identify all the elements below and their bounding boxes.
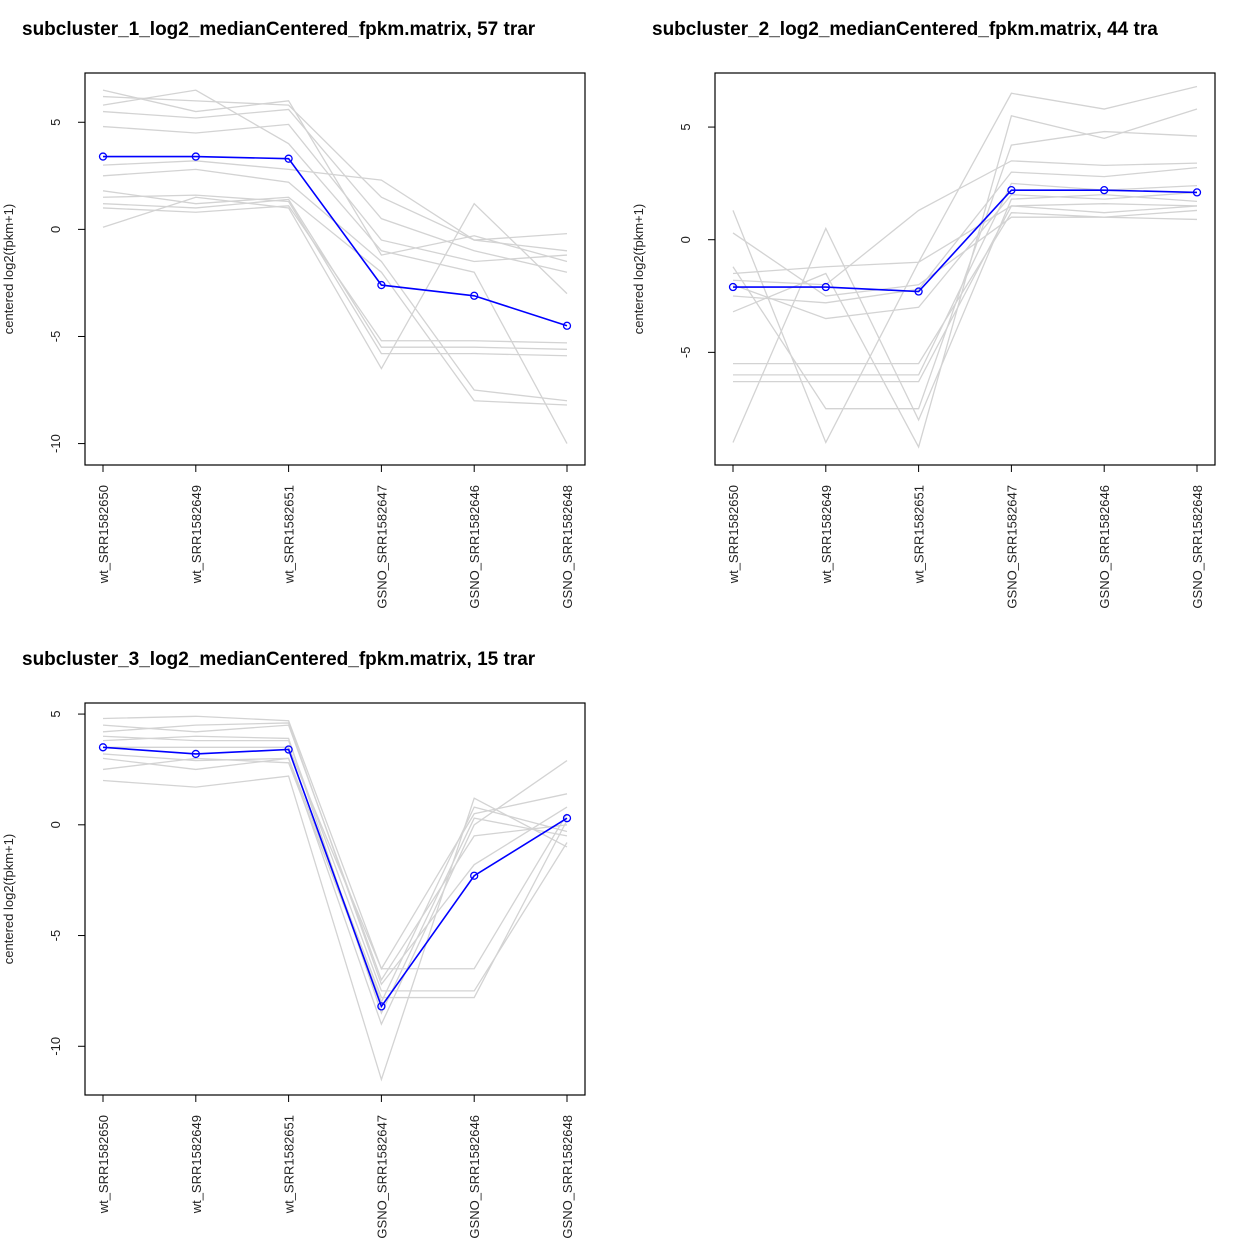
chart-title: subcluster_2_log2_medianCentered_fpkm.ma…	[652, 19, 1158, 40]
series-line	[102, 123, 568, 263]
series-line	[732, 194, 1198, 443]
x-tick-label: GSNO_SRR1582647	[1004, 485, 1019, 609]
series-line	[102, 735, 568, 992]
point	[470, 291, 479, 300]
y-axis-label: centered log2(fpkm+1)	[1, 834, 16, 964]
series-line	[732, 205, 1198, 275]
chart-title: subcluster_3_log2_medianCentered_fpkm.ma…	[22, 649, 536, 670]
y-tick-label: -5	[48, 930, 63, 942]
point	[377, 1002, 386, 1011]
point	[821, 282, 830, 292]
x-tick-label: GSNO_SRR1582648	[560, 1115, 575, 1238]
point	[1007, 185, 1016, 195]
point	[191, 152, 200, 161]
y-tick-label: -10	[48, 1037, 63, 1056]
point	[1192, 188, 1202, 197]
y-tick-label: 0	[48, 226, 63, 233]
x-tick-label: GSNO_SRR1582646	[467, 485, 482, 609]
series-line	[732, 108, 1198, 449]
chart-title: subcluster_1_log2_medianCentered_fpkm.ma…	[22, 19, 536, 40]
y-tick-label: 5	[48, 119, 63, 126]
point	[98, 152, 108, 161]
y-tick-label: 0	[48, 821, 63, 828]
y-tick-label: 5	[48, 710, 63, 717]
y-tick-label: 5	[678, 123, 693, 130]
x-tick-label: GSNO_SRR1582647	[374, 485, 389, 609]
series-line	[102, 757, 568, 1026]
point	[98, 743, 108, 752]
series-line	[102, 205, 568, 344]
series-line	[732, 130, 1198, 410]
point	[728, 282, 738, 292]
point	[284, 154, 293, 163]
series-line	[102, 89, 568, 444]
x-tick-label: wt_SRR1582650	[96, 1115, 111, 1214]
series-line	[102, 757, 568, 1004]
series-line	[102, 194, 568, 357]
point	[470, 871, 479, 880]
series-line	[102, 160, 568, 241]
series-line	[732, 191, 1198, 320]
y-axis-label: centered log2(fpkm+1)	[1, 204, 16, 334]
point	[191, 749, 200, 759]
x-tick-label: wt_SRR1582649	[819, 485, 834, 584]
series-line	[102, 196, 568, 370]
x-tick-label: GSNO_SRR1582648	[560, 485, 575, 609]
plot-frame	[84, 72, 586, 466]
series-line	[103, 155, 568, 327]
series-line	[102, 735, 568, 1015]
series-line	[102, 190, 568, 406]
x-tick-label: wt_SRR1582650	[96, 485, 111, 584]
point	[1100, 185, 1109, 195]
series-line	[102, 746, 568, 1009]
point	[377, 280, 386, 290]
series-line	[102, 89, 568, 263]
x-tick-label: wt_SRR1582651	[282, 1115, 297, 1214]
x-tick-label: wt_SRR1582651	[282, 485, 297, 584]
x-tick-label: GSNO_SRR1582648	[1190, 485, 1205, 609]
series-line	[732, 85, 1198, 445]
series-line	[733, 203, 1198, 383]
series-line	[732, 166, 1198, 304]
series-line	[102, 95, 568, 252]
x-tick-label: wt_SRR1582650	[726, 485, 741, 584]
series-line	[102, 722, 568, 986]
y-axis-label: centered log2(fpkm+1)	[631, 204, 646, 334]
x-tick-label: wt_SRR1582651	[912, 485, 927, 584]
plot-frame	[714, 72, 1216, 466]
point	[562, 814, 572, 823]
series-line	[733, 189, 1198, 293]
x-tick-label: GSNO_SRR1582646	[1097, 485, 1112, 609]
point	[284, 745, 293, 754]
y-tick-label: -5	[48, 331, 63, 343]
series-line	[733, 209, 1198, 365]
y-tick-label: -5	[678, 347, 693, 359]
plot-frame	[84, 702, 586, 1096]
point	[562, 321, 572, 330]
x-tick-label: wt_SRR1582649	[189, 485, 204, 584]
series-line	[102, 108, 568, 273]
x-tick-label: GSNO_SRR1582646	[467, 1115, 482, 1238]
series-line	[732, 160, 1198, 286]
series-line	[103, 746, 568, 970]
y-tick-label: 0	[678, 236, 693, 243]
series-line	[102, 715, 568, 971]
point	[914, 287, 923, 296]
y-tick-label: -10	[48, 434, 63, 453]
x-tick-label: GSNO_SRR1582647	[374, 1115, 389, 1238]
series-line	[102, 775, 568, 1082]
x-tick-label: wt_SRR1582649	[189, 1115, 204, 1214]
